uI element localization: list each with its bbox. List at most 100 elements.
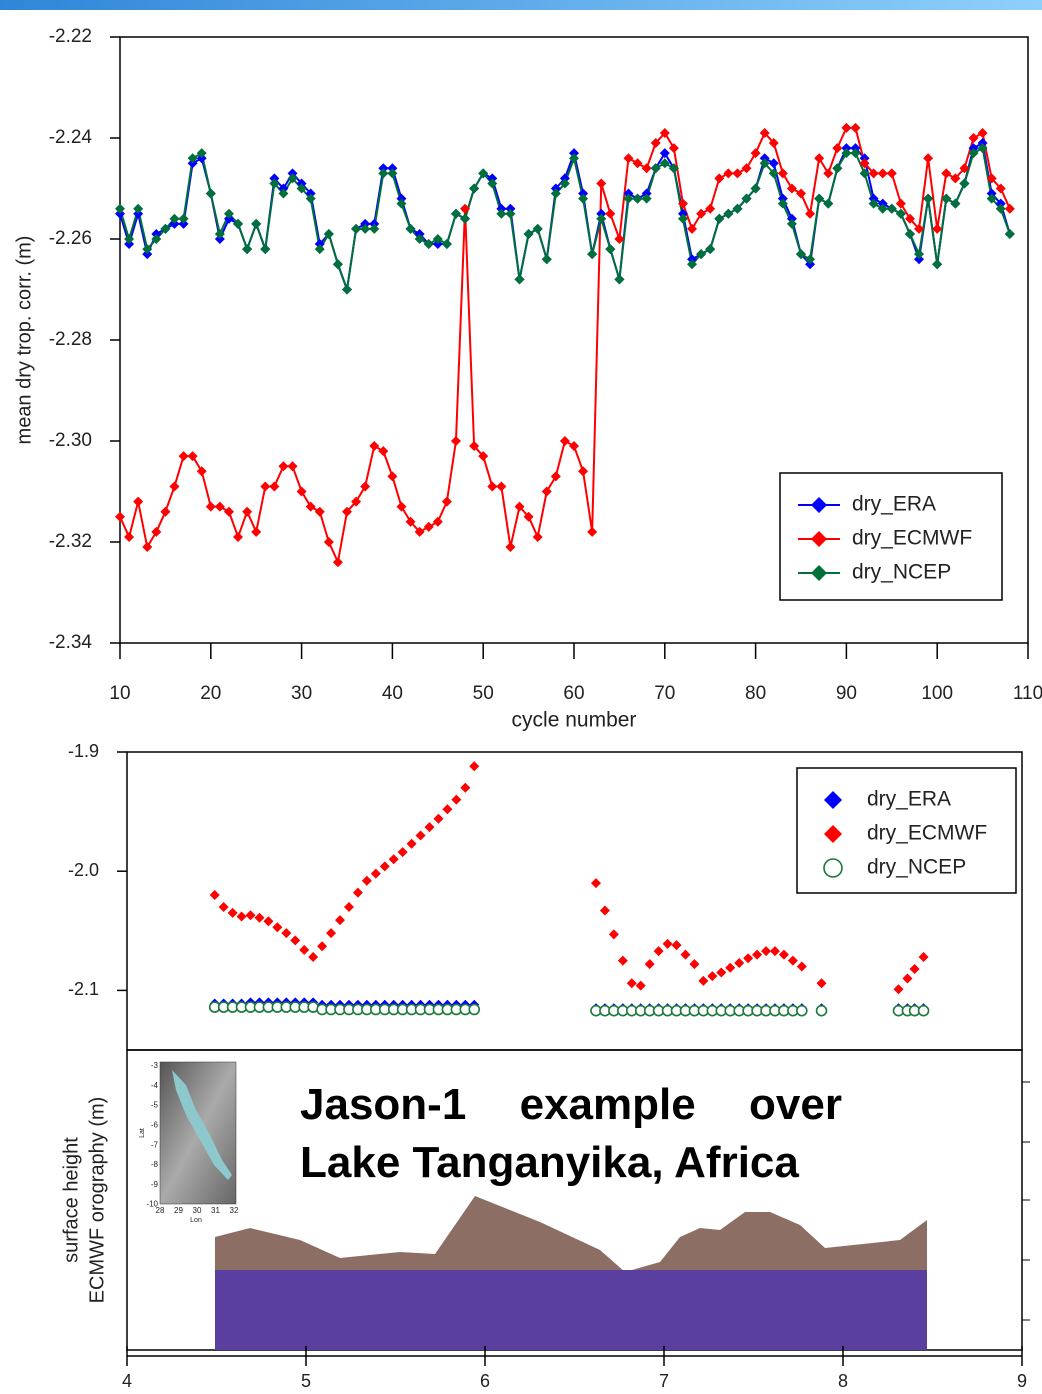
marker bbox=[269, 178, 280, 189]
marker bbox=[814, 153, 825, 164]
marker bbox=[698, 975, 709, 986]
marker bbox=[205, 501, 216, 512]
marker bbox=[269, 481, 280, 492]
marker bbox=[759, 153, 770, 164]
marker bbox=[917, 1004, 930, 1017]
marker bbox=[750, 183, 761, 194]
marker bbox=[214, 234, 225, 244]
marker bbox=[587, 249, 598, 260]
marker bbox=[124, 531, 135, 542]
marker bbox=[832, 163, 843, 174]
marker bbox=[133, 208, 144, 219]
marker bbox=[959, 163, 970, 174]
right-ticks bbox=[1022, 1081, 1030, 1321]
marker bbox=[423, 521, 434, 532]
marker bbox=[569, 148, 579, 159]
marker bbox=[743, 953, 754, 964]
marker bbox=[587, 526, 598, 537]
marker bbox=[460, 782, 471, 793]
marker bbox=[569, 441, 579, 452]
marker bbox=[759, 158, 770, 169]
marker bbox=[850, 143, 861, 154]
marker bbox=[378, 446, 389, 457]
marker bbox=[115, 208, 125, 219]
marker bbox=[968, 143, 979, 154]
marker bbox=[886, 203, 897, 214]
marker bbox=[278, 188, 289, 199]
marker bbox=[559, 173, 570, 184]
marker bbox=[796, 249, 806, 260]
marker bbox=[902, 973, 913, 984]
marker bbox=[641, 163, 652, 174]
marker bbox=[514, 501, 525, 512]
marker bbox=[608, 929, 619, 940]
series-line bbox=[119, 141, 1011, 290]
legend-label: dry_ECMWF bbox=[852, 527, 972, 550]
inset-lat-label: -3 bbox=[151, 1061, 159, 1070]
legend-marker bbox=[811, 531, 827, 547]
marker bbox=[254, 912, 265, 923]
marker bbox=[941, 193, 952, 204]
x-tick-label: 4 bbox=[122, 1371, 132, 1391]
x-tick-label: 30 bbox=[291, 683, 312, 704]
marker bbox=[732, 168, 743, 179]
marker bbox=[396, 501, 407, 512]
marker bbox=[632, 193, 643, 204]
marker bbox=[805, 254, 816, 265]
y-tick-label: -2.30 bbox=[49, 430, 92, 451]
marker bbox=[196, 466, 207, 477]
marker bbox=[668, 163, 679, 174]
marker bbox=[823, 168, 834, 179]
marker bbox=[677, 213, 688, 224]
marker bbox=[677, 208, 688, 219]
marker bbox=[541, 254, 552, 265]
inset-lat-label: -4 bbox=[151, 1081, 159, 1090]
marker bbox=[227, 907, 238, 918]
marker bbox=[523, 228, 534, 239]
marker bbox=[496, 208, 507, 219]
marker bbox=[959, 178, 970, 189]
marker bbox=[290, 935, 301, 946]
marker bbox=[904, 228, 915, 239]
marker bbox=[305, 501, 316, 512]
marker bbox=[599, 905, 610, 916]
y-tick-label: -2.34 bbox=[49, 632, 93, 653]
marker bbox=[559, 178, 570, 189]
marker bbox=[895, 198, 906, 209]
marker bbox=[169, 481, 180, 492]
x-tick-label: 10 bbox=[109, 683, 130, 704]
marker bbox=[671, 940, 682, 951]
marker bbox=[895, 208, 906, 219]
marker bbox=[263, 916, 274, 927]
marker bbox=[218, 901, 229, 912]
marker bbox=[352, 887, 363, 898]
marker bbox=[305, 193, 316, 204]
y-tick-label: -2.24 bbox=[49, 127, 93, 148]
marker bbox=[369, 223, 380, 234]
marker bbox=[343, 901, 354, 912]
marker bbox=[723, 168, 734, 179]
marker bbox=[423, 239, 434, 250]
marker bbox=[868, 198, 879, 209]
marker bbox=[815, 1004, 828, 1017]
marker bbox=[859, 153, 870, 164]
marker bbox=[378, 163, 389, 174]
marker bbox=[941, 168, 952, 179]
marker bbox=[287, 168, 298, 179]
marker bbox=[995, 203, 1006, 214]
marker bbox=[487, 481, 498, 492]
marker bbox=[296, 178, 307, 189]
inset-y-label: Lat bbox=[139, 1128, 146, 1138]
marker bbox=[478, 168, 489, 179]
marker bbox=[986, 188, 997, 199]
marker bbox=[841, 143, 852, 154]
marker bbox=[904, 213, 915, 224]
marker bbox=[623, 188, 634, 199]
x-tick-label: 50 bbox=[473, 683, 494, 704]
marker bbox=[559, 436, 570, 446]
inset-x-label: Lon bbox=[190, 1217, 202, 1224]
marker bbox=[650, 163, 661, 174]
marker bbox=[496, 203, 507, 214]
legend-marker bbox=[811, 497, 827, 513]
x-tick-label: 6 bbox=[480, 1371, 490, 1391]
